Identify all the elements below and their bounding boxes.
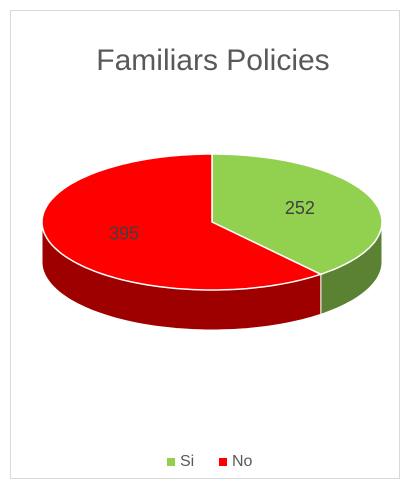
data-label: 395 [109, 223, 139, 243]
legend-swatch [219, 458, 227, 466]
chart-title: Familiars Policies [96, 44, 329, 77]
legend-label: Si [180, 453, 194, 470]
legend-swatch [167, 458, 175, 466]
slice [41, 153, 323, 291]
slice [211, 153, 383, 276]
data-label: 252 [285, 198, 315, 218]
legend-label: No [232, 453, 253, 470]
